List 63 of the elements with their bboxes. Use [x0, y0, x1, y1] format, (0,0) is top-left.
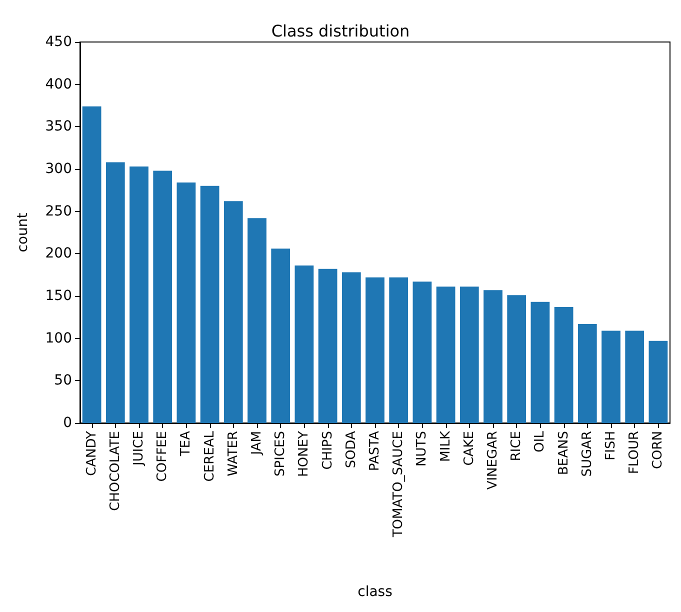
bar	[460, 286, 479, 423]
bar	[318, 268, 338, 423]
y-axis-title: count	[15, 212, 31, 252]
bar	[507, 295, 526, 423]
x-tick-label: BEANS	[556, 431, 572, 476]
y-tick-label: 400	[45, 76, 72, 92]
x-tick-label: CAKE	[462, 431, 477, 466]
bar	[602, 330, 620, 423]
x-tick-label: CHOCOLATE	[108, 431, 123, 511]
bar	[200, 186, 220, 423]
x-tick-label: CEREAL	[202, 430, 218, 482]
bar	[176, 182, 196, 423]
x-tick-label: PASTA	[368, 430, 382, 471]
x-tick-label: VINEGAR	[486, 431, 500, 490]
bar	[294, 266, 314, 423]
bar	[412, 282, 432, 423]
x-tick-label: RICE	[509, 431, 524, 462]
x-tick-label: CHIPS	[320, 431, 336, 470]
x-tick-label: MILK	[438, 430, 454, 462]
bar	[436, 286, 456, 423]
x-tick-label: FISH	[604, 431, 618, 460]
bar	[578, 324, 597, 423]
bar	[342, 272, 361, 423]
y-tick-label: 300	[45, 161, 72, 177]
bar	[106, 162, 125, 423]
x-tick-label: HONEY	[296, 430, 312, 477]
y-tick-label: 350	[45, 118, 72, 135]
bar	[271, 248, 290, 423]
bar	[554, 307, 574, 423]
bar	[248, 218, 266, 423]
bar	[625, 330, 644, 423]
x-tick-label: COFFEE	[155, 431, 170, 482]
x-tick-label: CORN	[650, 431, 666, 470]
bar	[648, 340, 668, 423]
x-axis-title: class	[358, 584, 392, 600]
bar	[224, 201, 243, 423]
y-tick-label: 250	[45, 203, 72, 220]
bar	[82, 106, 102, 423]
x-tick-label: WATER	[226, 431, 241, 476]
y-tick-label: 200	[45, 246, 72, 262]
y-tick-label: 150	[45, 288, 72, 304]
bar	[484, 290, 502, 423]
bar	[530, 302, 550, 423]
x-tick-label: TOMATO_SAUCE	[391, 431, 406, 538]
y-tick-label: 100	[45, 330, 72, 346]
bar	[130, 166, 148, 423]
x-tick-label: SPICES	[273, 431, 288, 476]
x-tick-label: NUTS	[414, 431, 430, 466]
x-tick-label: SUGAR	[580, 431, 595, 477]
x-tick-label: SODA	[344, 430, 359, 468]
chart-title: Class distribution	[271, 22, 410, 40]
x-tick-label: OIL	[532, 430, 548, 452]
x-tick-label: FLOUR	[627, 431, 642, 474]
y-tick-label: 0	[63, 415, 72, 431]
x-tick-label: CANDY	[84, 430, 100, 476]
bar	[366, 277, 384, 423]
bar	[389, 277, 408, 423]
y-tick-label: 50	[54, 372, 72, 389]
bar	[153, 170, 172, 423]
x-tick-label: TEA	[178, 430, 194, 458]
x-tick-label: JAM	[250, 431, 264, 456]
x-tick-label: JUICE	[132, 431, 146, 466]
y-tick-label: 450	[45, 34, 72, 50]
